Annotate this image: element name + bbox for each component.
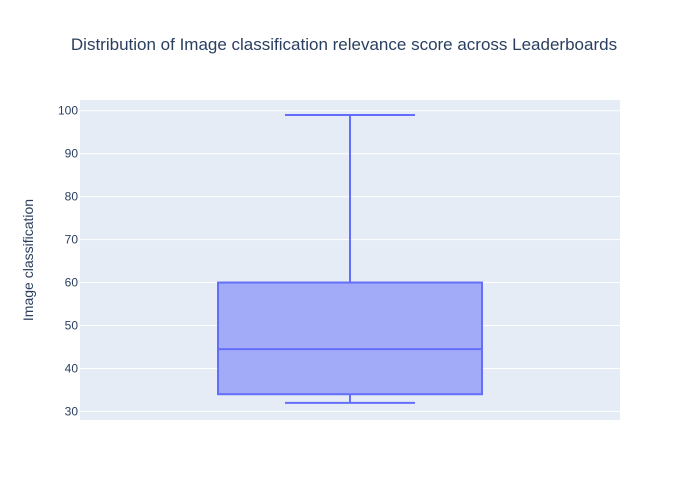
y-axis-label: Image classification (20, 199, 36, 321)
iqr-box (217, 281, 483, 396)
y-tick-label: 40 (65, 361, 79, 375)
y-tick-label: 30 (65, 404, 79, 418)
y-tick-label: 50 (65, 319, 79, 333)
box-series (217, 114, 483, 404)
y-tick-label: 90 (65, 147, 79, 161)
chart-title: Distribution of Image classification rel… (71, 35, 617, 54)
y-axis-ticks: 30 40 50 60 70 80 90 100 (58, 104, 78, 419)
y-tick-label: 60 (65, 276, 79, 290)
y-tick-label: 80 (65, 190, 79, 204)
y-tick-label: 100 (58, 104, 78, 118)
y-tick-label: 70 (65, 233, 79, 247)
